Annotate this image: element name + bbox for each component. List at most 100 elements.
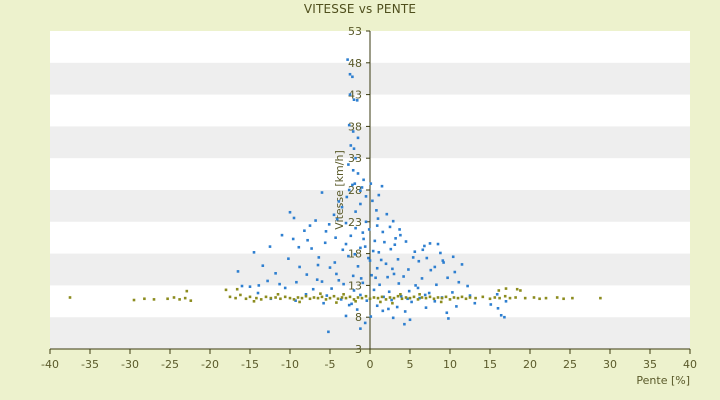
data-point [439, 300, 443, 304]
data-point [345, 195, 349, 199]
data-point [397, 282, 401, 285]
data-point [372, 296, 376, 299]
data-point [347, 254, 350, 258]
data-point [132, 298, 136, 302]
data-point [68, 296, 72, 299]
data-point [305, 273, 309, 276]
data-point [362, 178, 365, 182]
data-point [347, 163, 350, 166]
data-point [344, 242, 348, 246]
data-point [451, 255, 455, 259]
data-point [332, 213, 336, 217]
data-point [403, 322, 406, 326]
data-point [503, 294, 507, 298]
data-point [300, 296, 304, 300]
data-point [314, 219, 317, 222]
data-point [252, 251, 256, 254]
data-point [436, 296, 440, 299]
data-point [448, 298, 452, 301]
data-point [399, 294, 403, 298]
data-point [346, 58, 349, 61]
x-tick-label: -40 [41, 358, 59, 371]
data-point [355, 308, 359, 311]
data-point [348, 72, 352, 76]
data-point [337, 279, 341, 282]
data-point [429, 268, 433, 272]
x-tick-label: 30 [603, 358, 617, 371]
data-point [503, 315, 506, 319]
data-point [334, 236, 337, 239]
data-point [523, 296, 527, 300]
data-point [368, 259, 372, 262]
data-point [412, 295, 416, 299]
data-point [407, 268, 410, 271]
data-point [571, 296, 574, 300]
data-point [420, 296, 424, 299]
data-point [239, 293, 242, 297]
data-point [292, 298, 296, 301]
data-point [457, 280, 461, 284]
data-point [374, 276, 377, 280]
y-tick-label: 43 [348, 89, 362, 102]
data-point [364, 294, 368, 298]
y-tick-label: 23 [348, 216, 362, 229]
data-point [268, 245, 272, 248]
data-point [308, 297, 312, 301]
data-point [406, 297, 409, 301]
data-point [411, 256, 415, 259]
data-point [385, 212, 389, 216]
data-point [361, 231, 365, 234]
data-point [347, 123, 351, 127]
data-point [388, 225, 392, 229]
y-tick-label: 38 [348, 120, 362, 133]
data-point [359, 293, 362, 297]
data-point [274, 272, 277, 275]
data-point [392, 296, 396, 300]
data-point [442, 261, 445, 264]
data-point [398, 228, 401, 231]
data-point [236, 270, 240, 273]
data-point [364, 195, 368, 198]
data-point [178, 298, 181, 301]
data-point [351, 168, 355, 172]
data-point [432, 297, 436, 301]
data-point [381, 230, 385, 234]
data-point [499, 313, 503, 317]
data-point [453, 270, 457, 274]
data-point [496, 306, 500, 310]
data-point [424, 296, 428, 300]
data-point [264, 295, 268, 299]
data-point [315, 278, 319, 281]
data-point [390, 298, 393, 302]
data-point [351, 130, 355, 133]
data-point [394, 237, 397, 240]
data-point [359, 277, 363, 280]
y-tick-label: 3 [355, 343, 362, 356]
data-point [312, 296, 316, 299]
data-point [283, 295, 287, 299]
data-point [240, 284, 244, 288]
data-point [359, 327, 362, 330]
data-point [339, 298, 343, 301]
data-point [460, 295, 464, 299]
data-point [294, 299, 297, 302]
data-point [352, 147, 356, 150]
data-point [342, 282, 345, 286]
data-point [384, 298, 388, 301]
data-point [379, 300, 382, 304]
data-point [344, 221, 348, 225]
data-point [382, 295, 385, 299]
data-point [464, 297, 468, 301]
data-point [389, 247, 393, 251]
data-point [340, 205, 344, 209]
data-point [425, 256, 429, 260]
data-point [364, 220, 368, 224]
data-point [280, 233, 284, 237]
data-point [340, 296, 344, 299]
data-point [351, 183, 354, 187]
data-point [466, 284, 469, 288]
data-point [356, 136, 360, 140]
data-point [359, 246, 362, 250]
data-point [344, 314, 348, 318]
